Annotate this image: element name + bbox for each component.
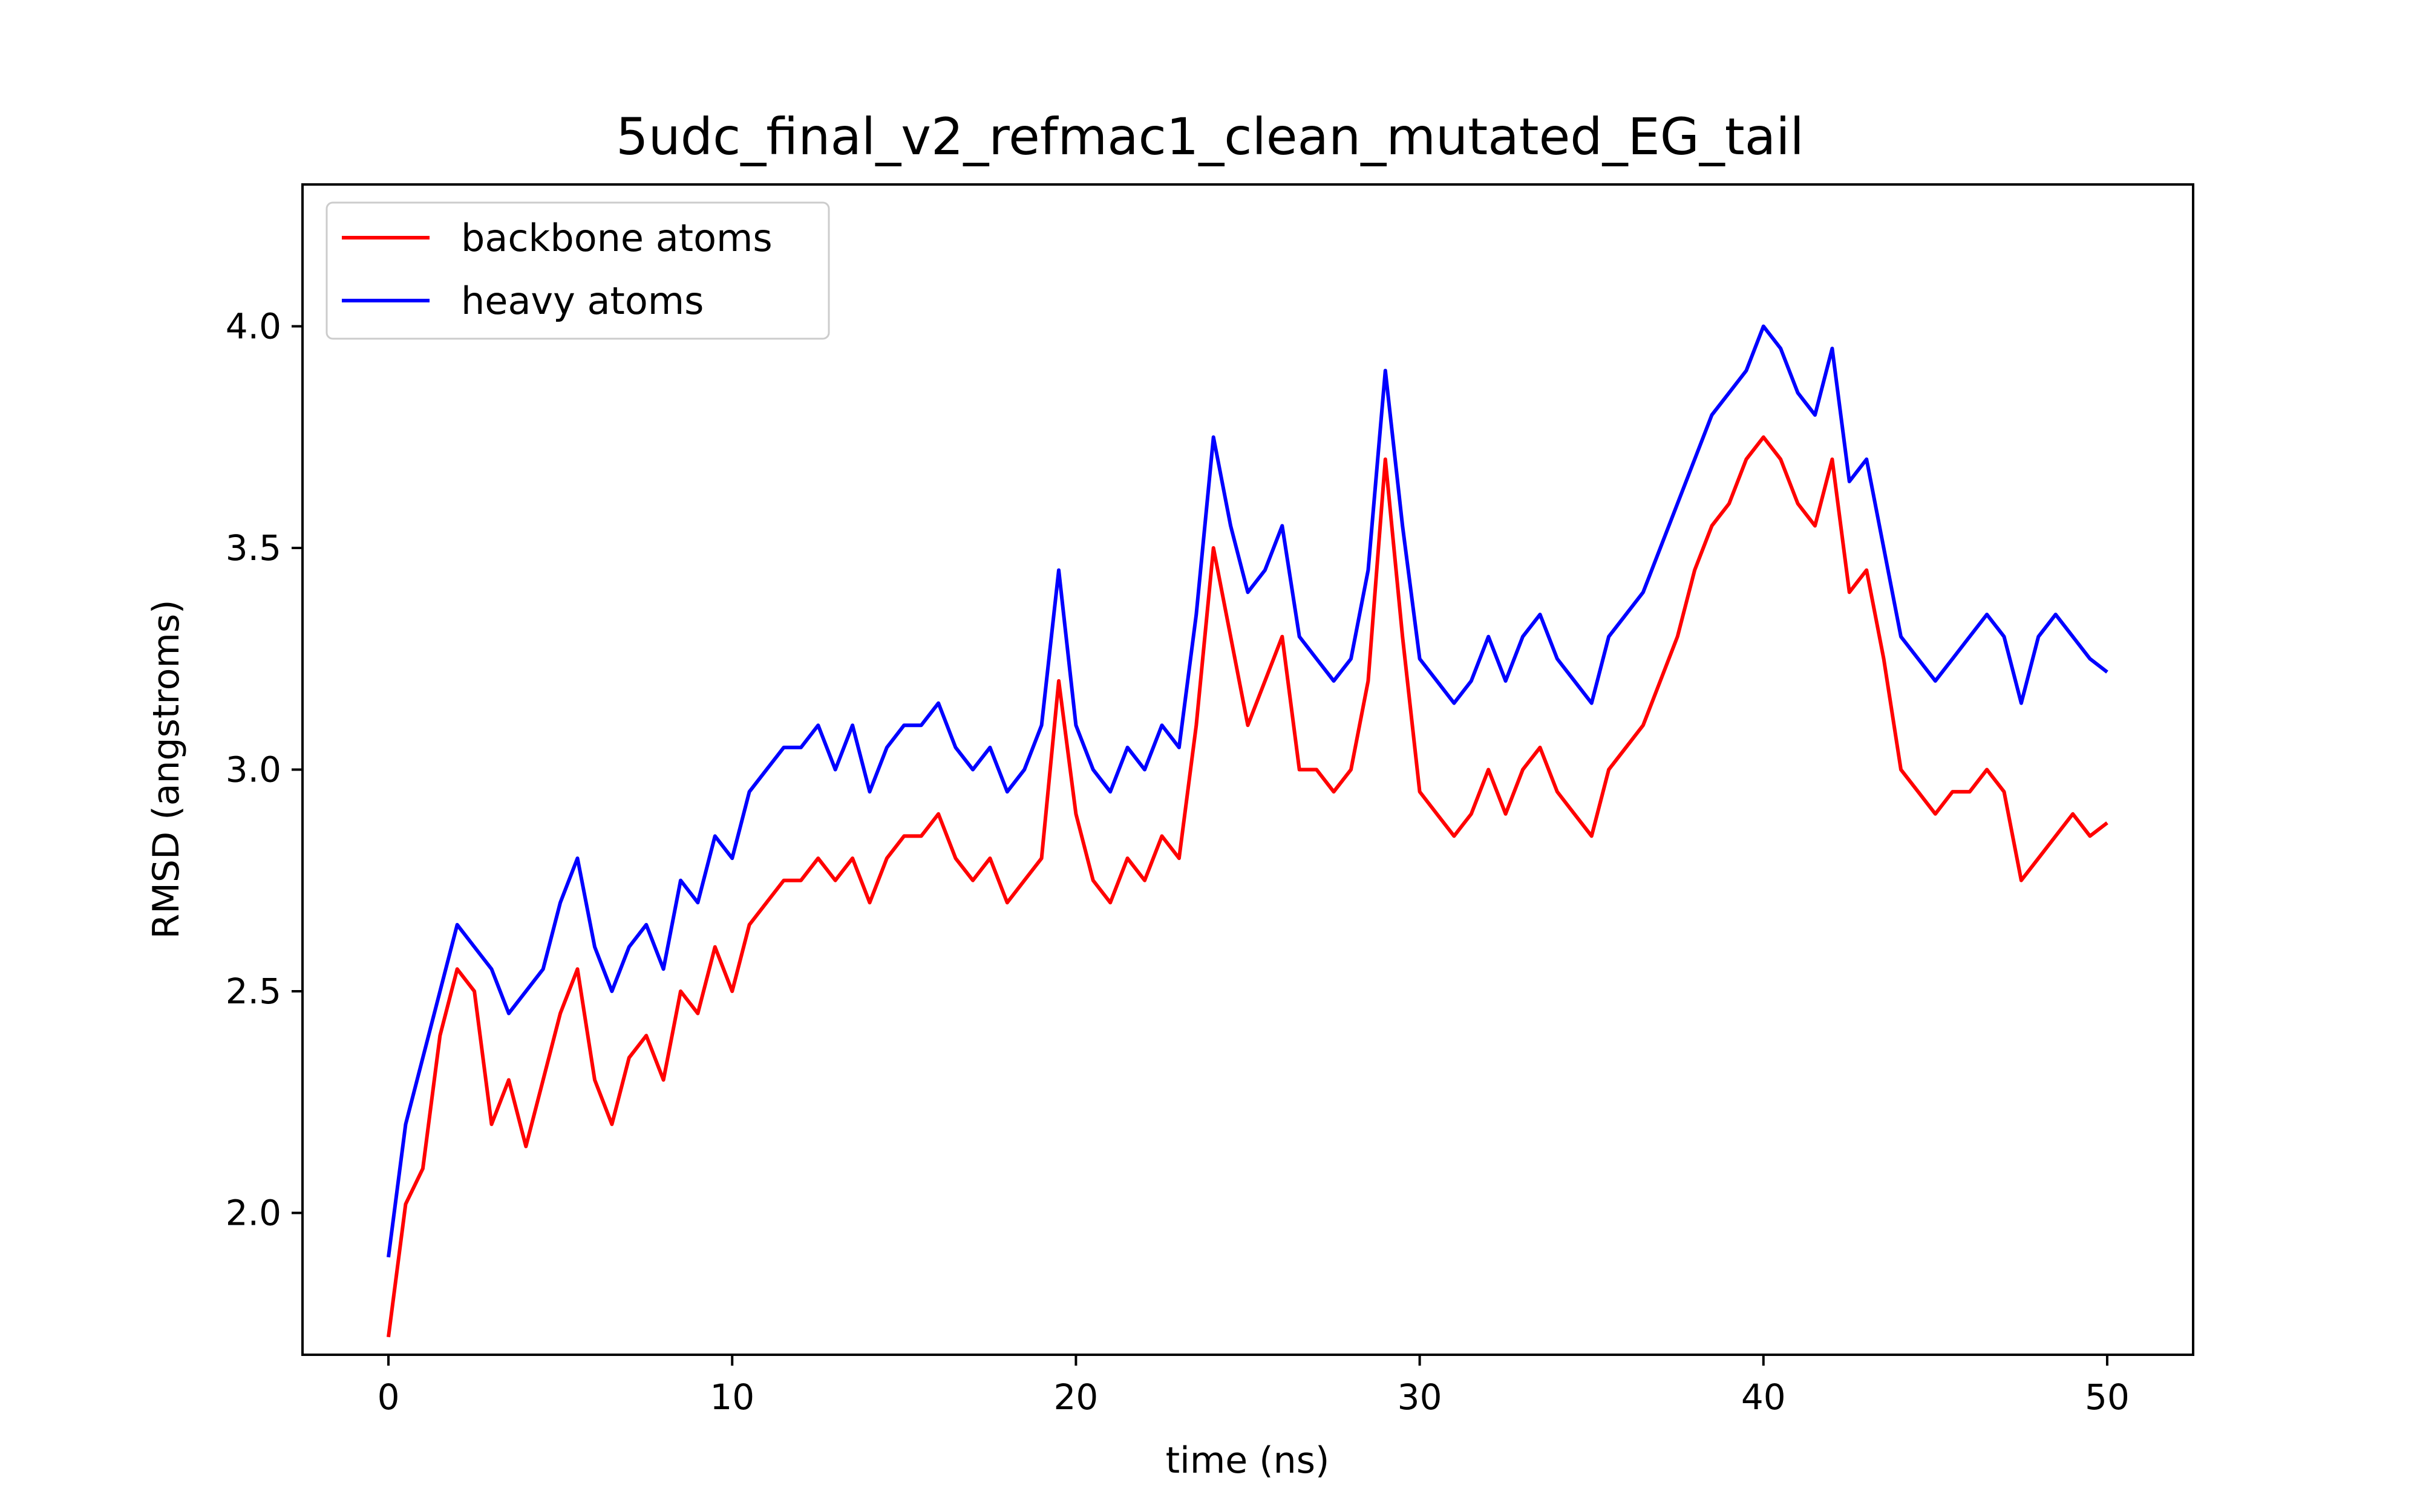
x-tick-label: 50 — [2085, 1377, 2130, 1418]
legend: backbone atoms heavy atoms — [325, 201, 830, 340]
chart-title: 5udc_final_v2_refmac1_clean_mutated_EG_t… — [616, 107, 1804, 166]
x-tick-label: 40 — [1741, 1377, 1786, 1418]
series-layer — [387, 324, 2108, 1338]
x-tick-label: 0 — [378, 1377, 400, 1418]
y-tick-label: 4.0 — [226, 306, 281, 347]
series-line-heavy — [387, 324, 2108, 1258]
y-axis-label: RMSD (angstroms) — [145, 599, 188, 939]
y-tick-label: 2.5 — [226, 971, 281, 1012]
y-tick-label: 3.0 — [226, 749, 281, 790]
y-tick-label: 2.0 — [226, 1192, 281, 1233]
x-axis: 0 10 20 30 40 50 — [378, 1355, 2130, 1418]
y-tick-label: 3.5 — [226, 527, 281, 569]
legend-box — [325, 201, 830, 340]
series-line-backbone — [387, 435, 2108, 1338]
x-axis-label: time (ns) — [1166, 1439, 1330, 1482]
x-tick-label: 20 — [1054, 1377, 1099, 1418]
legend-label-heavy: heavy atoms — [461, 279, 704, 323]
legend-label-backbone: backbone atoms — [461, 216, 773, 260]
x-tick-label: 10 — [710, 1377, 754, 1418]
y-axis: 2.0 2.5 3.0 3.5 4.0 — [226, 306, 302, 1233]
x-tick-label: 30 — [1398, 1377, 1442, 1418]
